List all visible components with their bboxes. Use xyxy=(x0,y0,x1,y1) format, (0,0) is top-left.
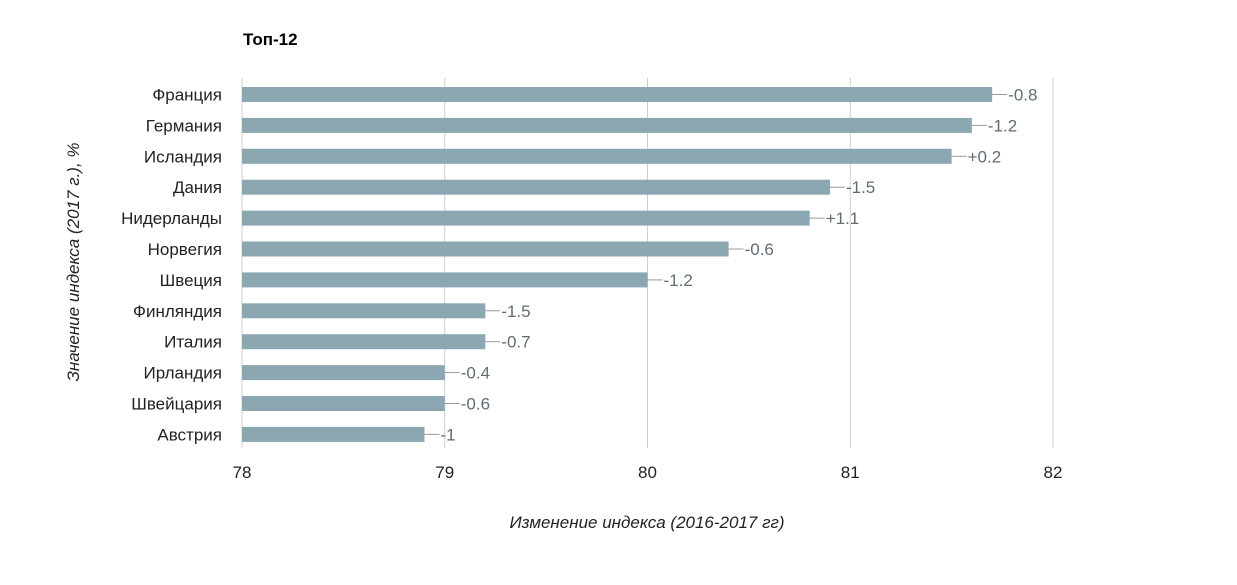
bar xyxy=(242,303,486,319)
chart-title: Топ-12 xyxy=(243,30,298,49)
category-label: Швейцария xyxy=(131,395,222,414)
x-tick-label: 79 xyxy=(435,463,454,482)
bar xyxy=(242,396,445,411)
data-label: +1.1 xyxy=(826,209,860,228)
bar xyxy=(242,365,445,381)
y-axis-label: Значение индекса (2017 г.), % xyxy=(64,142,83,381)
data-label: -1.2 xyxy=(664,271,693,290)
bar xyxy=(242,272,648,288)
data-label: -0.6 xyxy=(461,395,490,414)
category-label: Италия xyxy=(164,333,222,352)
bars-layer xyxy=(242,87,993,442)
labels-layer: 78 79 80 81 82 Франция -0.8 Германия -1.2 Исланди… xyxy=(121,86,1062,483)
bar xyxy=(242,87,993,102)
bar xyxy=(242,117,972,133)
x-tick-label: 81 xyxy=(841,463,860,482)
bar xyxy=(242,148,952,164)
bar xyxy=(242,426,425,442)
data-label: -0.8 xyxy=(1008,86,1037,105)
category-label: Исландия xyxy=(144,147,222,166)
category-label: Германия xyxy=(146,116,222,135)
x-tick-label: 78 xyxy=(233,463,252,482)
category-label: Финляндия xyxy=(133,302,222,321)
category-label: Дания xyxy=(173,178,222,197)
data-label: -1.5 xyxy=(501,302,530,321)
grid-layer xyxy=(241,78,1054,448)
data-label: -1.2 xyxy=(988,116,1017,135)
category-label: Нидерланды xyxy=(121,209,222,228)
data-label: -0.7 xyxy=(501,333,530,352)
x-axis-label: Изменение индекса (2016-2017 гг) xyxy=(509,513,784,532)
bar xyxy=(242,334,486,350)
category-label: Швеция xyxy=(160,271,222,290)
category-label: Норвегия xyxy=(148,240,222,259)
bar xyxy=(242,179,830,195)
x-tick-label: 80 xyxy=(638,463,657,482)
data-label: -0.4 xyxy=(461,364,490,383)
data-label: -0.6 xyxy=(745,240,774,259)
data-label: -1 xyxy=(440,425,455,444)
data-label: -1.5 xyxy=(846,178,875,197)
bar xyxy=(242,210,810,226)
data-label: +0.2 xyxy=(968,147,1002,166)
category-label: Австрия xyxy=(157,425,222,444)
x-tick-label: 82 xyxy=(1044,463,1063,482)
category-label: Ирландия xyxy=(144,364,222,383)
bar xyxy=(242,241,729,257)
category-label: Франция xyxy=(152,86,222,105)
